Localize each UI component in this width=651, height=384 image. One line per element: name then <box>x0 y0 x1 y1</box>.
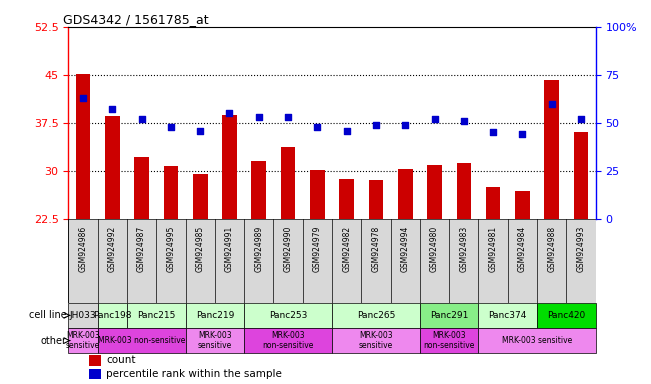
Point <box>517 131 527 137</box>
Bar <box>244 328 332 353</box>
Text: GSM924986: GSM924986 <box>79 225 87 272</box>
Point <box>576 116 587 122</box>
Point <box>547 101 557 107</box>
Bar <box>486 187 501 219</box>
Point <box>312 124 323 130</box>
Point <box>107 106 117 113</box>
Bar <box>544 80 559 219</box>
Point <box>254 114 264 120</box>
Text: GSM924980: GSM924980 <box>430 225 439 272</box>
Text: GSM924981: GSM924981 <box>489 225 497 271</box>
Point <box>488 129 499 136</box>
Text: GSM924984: GSM924984 <box>518 225 527 272</box>
Bar <box>98 303 127 328</box>
Bar <box>427 165 442 219</box>
Bar <box>89 369 101 379</box>
Bar <box>98 328 186 353</box>
Text: MRK-003 non-sensitive: MRK-003 non-sensitive <box>98 336 186 345</box>
Text: GSM924994: GSM924994 <box>401 225 409 272</box>
Bar <box>456 163 471 219</box>
Bar <box>420 303 478 328</box>
Text: Panc215: Panc215 <box>137 311 175 320</box>
Bar <box>186 303 244 328</box>
Bar <box>420 328 478 353</box>
Text: GSM924985: GSM924985 <box>196 225 204 272</box>
Bar <box>332 328 420 353</box>
Bar <box>193 174 208 219</box>
Bar <box>310 170 325 219</box>
Text: percentile rank within the sample: percentile rank within the sample <box>106 369 282 379</box>
Text: MRK-003
sensitive: MRK-003 sensitive <box>359 331 393 350</box>
Text: GSM924992: GSM924992 <box>108 225 117 272</box>
Text: GSM924988: GSM924988 <box>547 225 556 271</box>
Bar <box>368 180 383 219</box>
Point <box>195 127 206 134</box>
Text: JH033: JH033 <box>70 311 96 320</box>
Text: GSM924991: GSM924991 <box>225 225 234 272</box>
Text: other: other <box>41 336 67 346</box>
Text: GSM924979: GSM924979 <box>313 225 322 272</box>
Text: MRK-003
sensitive: MRK-003 sensitive <box>66 331 100 350</box>
Bar <box>222 114 237 219</box>
Point <box>78 95 89 101</box>
Bar <box>537 303 596 328</box>
Bar <box>281 147 296 219</box>
Text: GSM924989: GSM924989 <box>255 225 263 272</box>
Bar <box>398 169 413 219</box>
Text: Panc420: Panc420 <box>547 311 585 320</box>
Text: Panc219: Panc219 <box>196 311 234 320</box>
Text: cell line: cell line <box>29 310 67 320</box>
Bar <box>478 328 596 353</box>
Point <box>371 122 381 128</box>
Text: GSM924982: GSM924982 <box>342 225 351 271</box>
Bar <box>244 303 332 328</box>
Point <box>430 116 440 122</box>
Text: Panc198: Panc198 <box>93 311 132 320</box>
Point <box>137 116 147 122</box>
Text: GSM924987: GSM924987 <box>137 225 146 272</box>
Bar <box>127 303 186 328</box>
Point <box>458 118 469 124</box>
Text: GSM924978: GSM924978 <box>372 225 380 272</box>
Point <box>400 122 411 128</box>
Point <box>342 127 352 134</box>
Point <box>283 114 293 120</box>
Bar <box>574 132 589 219</box>
Text: Panc253: Panc253 <box>269 311 307 320</box>
Bar <box>134 157 149 219</box>
Bar <box>76 74 90 219</box>
Bar <box>339 179 354 219</box>
Bar <box>68 303 98 328</box>
Bar <box>515 191 530 219</box>
Text: Panc265: Panc265 <box>357 311 395 320</box>
Bar <box>251 161 266 219</box>
Text: count: count <box>106 356 136 366</box>
Text: GDS4342 / 1561785_at: GDS4342 / 1561785_at <box>63 13 209 26</box>
Bar <box>186 328 244 353</box>
Bar <box>89 355 101 366</box>
Text: Panc374: Panc374 <box>489 311 527 320</box>
Text: MRK-003
sensitive: MRK-003 sensitive <box>198 331 232 350</box>
Bar <box>163 166 178 219</box>
Text: MRK-003
non-sensitive: MRK-003 non-sensitive <box>262 331 314 350</box>
Bar <box>105 116 120 219</box>
Text: MRK-003 sensitive: MRK-003 sensitive <box>502 336 572 345</box>
Point <box>224 110 235 116</box>
Text: GSM924990: GSM924990 <box>284 225 292 272</box>
Text: GSM924995: GSM924995 <box>167 225 175 272</box>
Point <box>165 124 176 130</box>
Text: GSM924983: GSM924983 <box>460 225 468 272</box>
Text: Panc291: Panc291 <box>430 311 468 320</box>
Text: MRK-003
non-sensitive: MRK-003 non-sensitive <box>424 331 475 350</box>
Bar <box>478 303 537 328</box>
Bar <box>332 303 420 328</box>
Text: GSM924993: GSM924993 <box>577 225 585 272</box>
Bar <box>68 328 98 353</box>
